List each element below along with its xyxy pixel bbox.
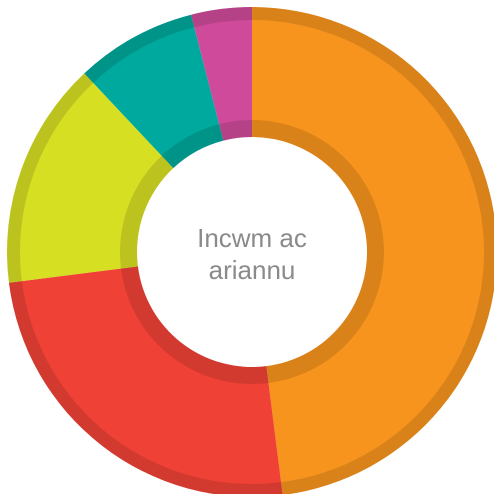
segment-rim [219, 120, 252, 141]
segment [7, 73, 174, 283]
segment [191, 7, 252, 141]
segment-rim [161, 124, 224, 169]
segment [252, 7, 494, 494]
segment-rim [252, 120, 385, 383]
segment [84, 14, 224, 169]
segment-rim [84, 14, 195, 83]
center-label: Incwm ac ariannu [197, 223, 307, 285]
segment [8, 266, 283, 494]
segment-rim [121, 266, 269, 384]
segment-rim [191, 7, 252, 28]
segment-rim [8, 281, 283, 494]
segment-rim [7, 73, 94, 283]
segment-rim [120, 155, 174, 269]
